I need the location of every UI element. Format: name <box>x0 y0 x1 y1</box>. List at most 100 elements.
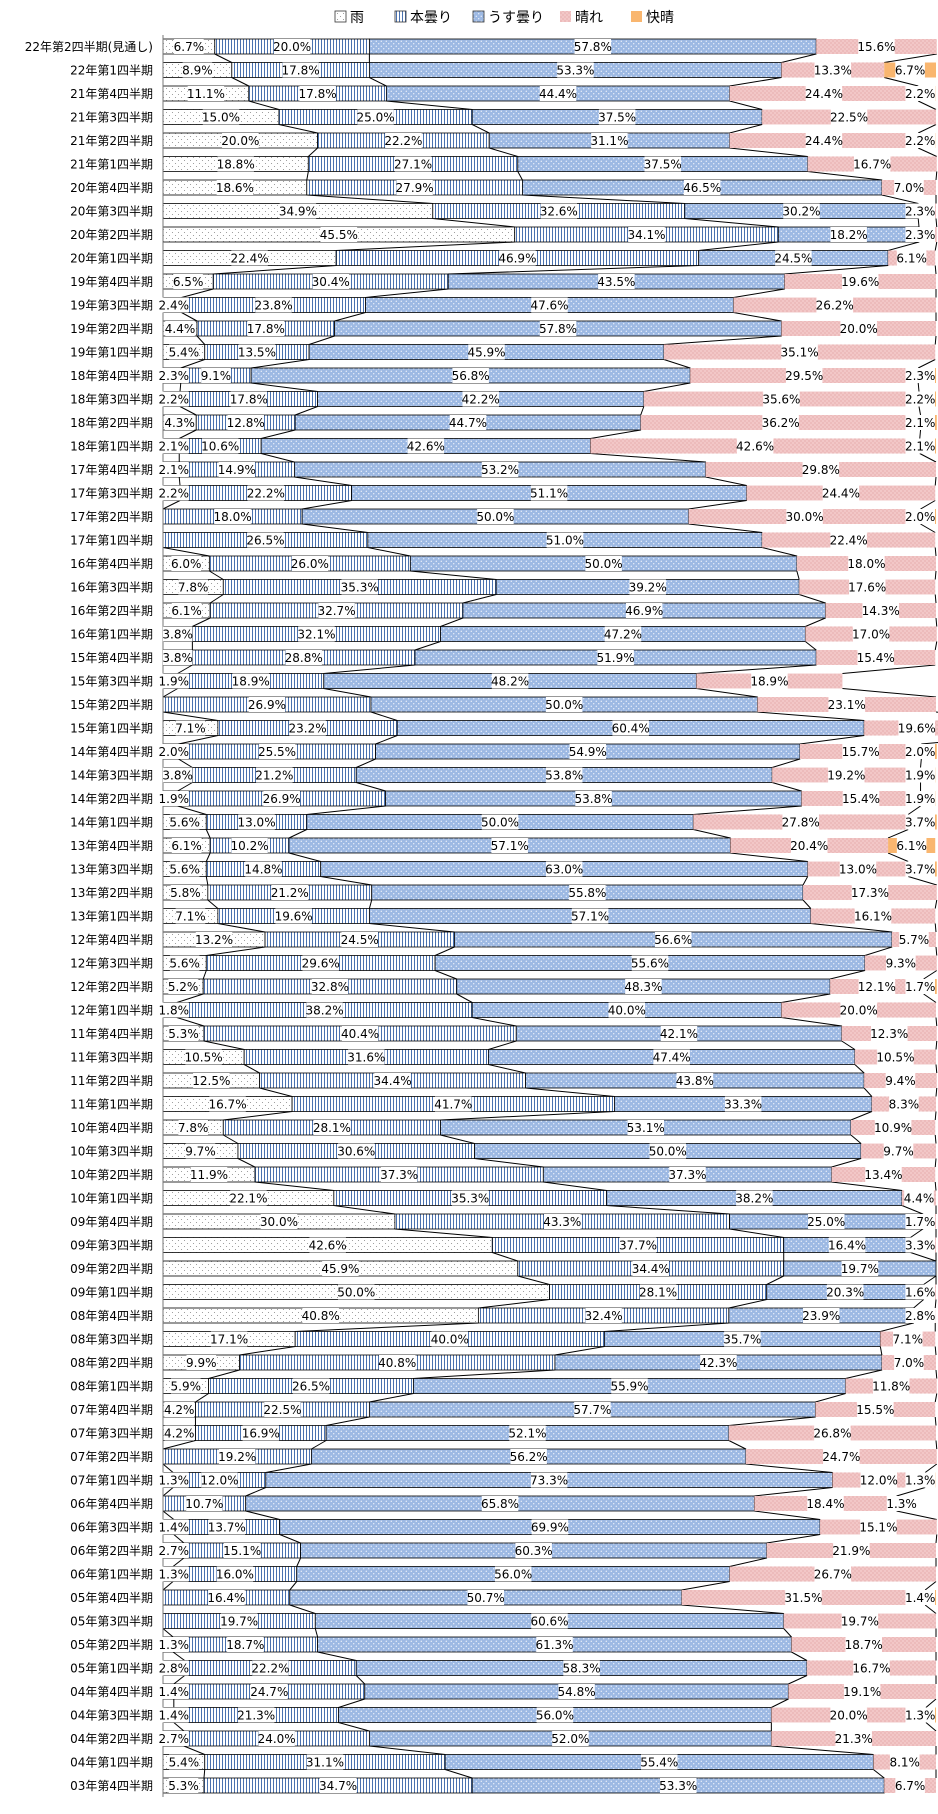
connector-line <box>640 406 645 416</box>
value-label: 18.4% <box>806 1497 844 1511</box>
value-label: 33.3% <box>724 1097 762 1111</box>
value-label: 22.5% <box>263 1403 301 1417</box>
value-label: 56.8% <box>452 369 490 383</box>
value-label: 5.9% <box>171 1379 202 1393</box>
connector-line <box>881 194 919 204</box>
value-label-bg <box>220 1613 258 1629</box>
connector-line <box>934 899 938 909</box>
value-label-bg <box>653 1049 690 1065</box>
connector-line <box>214 53 233 63</box>
connector-line <box>934 1299 937 1309</box>
connector-line <box>884 53 937 63</box>
category-label: 14年第3四半期 <box>70 768 153 782</box>
value-label-bg <box>396 180 433 195</box>
value-label-bg <box>309 1237 346 1253</box>
value-label-bg <box>338 1284 375 1300</box>
value-label-bg <box>190 1167 228 1182</box>
value-label-bg <box>830 532 867 548</box>
bar-row <box>162 391 936 407</box>
value-label: 17.3% <box>851 886 889 900</box>
value-label-bg <box>860 1472 898 1488</box>
connector-line <box>369 77 387 87</box>
connector-line <box>807 171 882 181</box>
value-label-bg <box>905 1707 935 1723</box>
value-label-bg <box>186 1355 217 1370</box>
value-label: 26.7% <box>814 1567 852 1581</box>
value-label-bg <box>494 1566 532 1582</box>
connector-line <box>842 664 936 674</box>
connector-line <box>796 570 800 580</box>
connector-line <box>805 617 826 627</box>
value-label-bg <box>816 297 853 313</box>
value-label: 21.2% <box>271 886 309 900</box>
value-label: 35.1% <box>781 345 819 359</box>
value-label-bg <box>858 39 895 54</box>
value-label: 55.6% <box>631 956 669 970</box>
value-label-bg <box>905 814 935 830</box>
bar-row <box>162 720 938 736</box>
connector-line <box>183 1745 205 1755</box>
value-label: 52.1% <box>508 1426 546 1440</box>
category-label: 18年第1四半期 <box>70 439 153 453</box>
value-label: 2.7% <box>159 1732 190 1746</box>
value-label: 21.9% <box>832 1544 870 1558</box>
value-label: 36.2% <box>762 416 800 430</box>
value-label-bg <box>242 1425 280 1441</box>
value-label-bg <box>515 1543 552 1558</box>
value-label: 56.2% <box>510 1450 548 1464</box>
connector-line <box>413 1369 555 1379</box>
value-label: 29.8% <box>802 463 840 477</box>
value-label: 17.1% <box>210 1332 248 1346</box>
value-label: 37.5% <box>644 157 682 171</box>
connector-line <box>831 1158 862 1168</box>
value-label-bg <box>546 532 584 548</box>
value-label: 43.8% <box>676 1074 714 1088</box>
value-label-bg <box>338 1143 375 1159</box>
value-label: 26.5% <box>246 533 284 547</box>
connector-line <box>172 1557 185 1567</box>
value-label-bg <box>889 1754 920 1770</box>
value-label: 2.2% <box>159 486 190 500</box>
value-label: 42.6% <box>407 439 445 453</box>
value-label-bg <box>905 438 935 454</box>
value-label-bg <box>898 720 935 736</box>
connector-line <box>934 1111 937 1121</box>
value-label: 61.3% <box>535 1638 573 1652</box>
value-label: 19.2% <box>218 1450 256 1464</box>
value-label: 17.0% <box>852 627 890 641</box>
category-label: 04年第3四半期 <box>70 1708 153 1722</box>
category-label: 05年第2四半期 <box>70 1638 153 1652</box>
value-label-bg <box>823 1449 860 1464</box>
value-label-bg <box>222 133 259 148</box>
category-label: 16年第1四半期 <box>70 627 153 641</box>
value-label: 2.8% <box>159 1661 190 1675</box>
value-label: 18.6% <box>216 181 254 195</box>
connector-line <box>799 735 865 745</box>
category-label: 19年第3四半期 <box>70 298 153 312</box>
value-label: 6.5% <box>173 275 204 289</box>
value-label-bg <box>540 203 578 219</box>
value-label-bg <box>227 1637 264 1652</box>
value-label-bg <box>585 1308 622 1323</box>
category-label: 15年第3四半期 <box>70 674 153 688</box>
value-label-bg <box>201 1472 238 1488</box>
value-label: 10.5% <box>876 1050 914 1064</box>
connector-line <box>757 711 865 721</box>
value-label-bg <box>238 814 275 830</box>
legend-swatch <box>394 10 407 23</box>
connector-line <box>176 993 204 1003</box>
value-label-bg <box>853 1660 890 1676</box>
category-label: 20年第3四半期 <box>70 204 153 218</box>
connector-line <box>733 288 785 298</box>
value-label: 4.2% <box>164 1403 195 1417</box>
value-label-bg <box>905 203 935 219</box>
bar-row <box>162 1378 937 1394</box>
connector-line <box>434 946 455 956</box>
value-label: 13.0% <box>839 862 877 876</box>
value-label-bg <box>839 861 877 877</box>
category-label: 03年第4四半期 <box>70 1779 153 1793</box>
connector-line <box>173 1722 185 1732</box>
connector-line <box>205 876 209 886</box>
value-label-bg <box>574 39 612 54</box>
value-label-bg <box>833 1543 870 1558</box>
